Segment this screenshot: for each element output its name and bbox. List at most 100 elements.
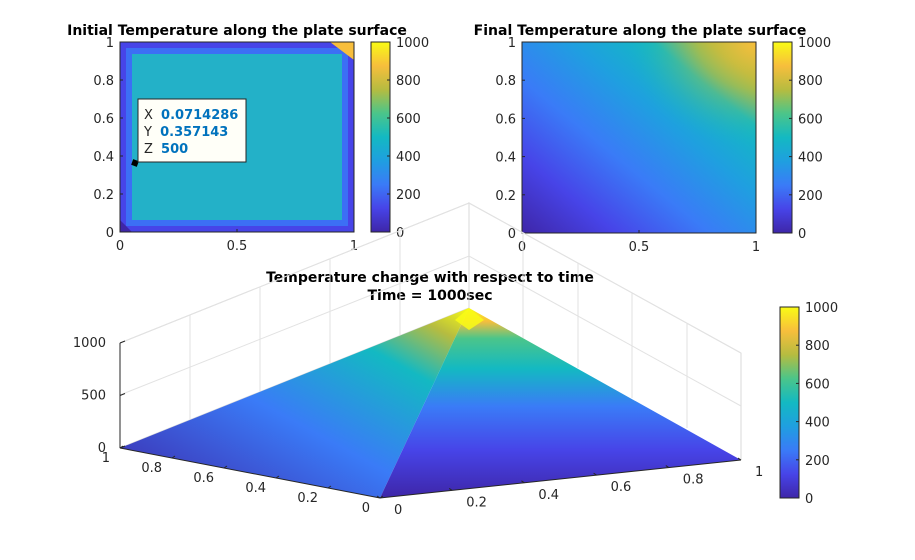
colorbar-tick-label: 800: [396, 74, 421, 89]
colorbar-tick-label: 600: [798, 112, 823, 127]
final-plot-title: Final Temperature along the plate surfac…: [474, 23, 807, 39]
y-tick-mark: [379, 495, 384, 499]
y-tick-label: 1: [106, 36, 114, 51]
surface-y-axis: 0 0.2 0.4 0.6 0.8 1: [102, 445, 384, 516]
z-tick-label: 0: [98, 441, 106, 456]
x-tick-label: 1: [755, 465, 763, 480]
colorbar-tick-label: 400: [798, 151, 823, 166]
x-tick-label: 0.4: [538, 488, 559, 503]
y-tick-mark: [119, 445, 124, 449]
surface-title-line2: Time = 1000sec: [367, 288, 492, 304]
grid-z-500: [119, 255, 742, 407]
final-y-axis: 0 0.2 0.4 0.6 0.8 1: [495, 36, 525, 242]
surface-z-axis: 0 500 1000: [73, 336, 126, 456]
datatip-x-row: X 0.0714286: [144, 108, 238, 123]
surface-plot: Temperature change with respect to time …: [73, 202, 838, 518]
surface-x-axis: 0 0.2 0.4 0.6 0.8 1: [376, 457, 763, 518]
y-tick-label: 0.6: [495, 112, 516, 127]
grid-z-1000: [119, 202, 742, 354]
x-tick-label: 0: [394, 503, 402, 518]
y-tick-label: 0.2: [297, 491, 318, 506]
colorbar-tick-label: 0: [798, 227, 806, 242]
z-tick-mark: [119, 340, 126, 344]
surface-left-face: [120, 308, 469, 498]
colorbar-tick-label: 400: [396, 150, 421, 165]
x-tick-label: 0.8: [683, 473, 704, 488]
y-tick-label: 0: [508, 227, 516, 242]
colorbar-tick-label: 1000: [798, 36, 831, 51]
surface-colorbar-ticks: 0 200 400 600 800 1000: [796, 301, 838, 507]
x-tick-mark: [376, 495, 381, 499]
surface-title-line1: Temperature change with respect to time: [266, 270, 594, 286]
initial-colorbar: [370, 41, 391, 233]
surface-colorbar: [779, 306, 800, 499]
y-tick-mark: [327, 485, 332, 489]
datatip[interactable]: X 0.0714286 Y 0.357143 Z 500: [131, 98, 247, 167]
y-tick-label: 0.4: [495, 151, 516, 166]
initial-plot-title: Initial Temperature along the plate surf…: [67, 23, 407, 39]
x-tick-label: 1: [752, 240, 760, 255]
y-tick-label: 0.2: [495, 189, 516, 204]
colorbar-tick-label: 0: [805, 492, 813, 507]
x-tick-mark: [665, 465, 670, 469]
final-heatmap[interactable]: [522, 42, 756, 233]
temperature-surface[interactable]: [120, 308, 741, 498]
y-tick-label: 0.4: [93, 150, 114, 165]
x-tick-mark: [521, 480, 525, 484]
colorbar-tick-label: 1000: [805, 301, 838, 316]
y-tick-mark: [223, 465, 228, 469]
colorbar-tick-label: 200: [805, 454, 830, 469]
y-tick-label: 0.8: [141, 461, 162, 476]
x-tick-mark: [593, 472, 597, 476]
surface-right-face: [380, 308, 741, 498]
x-tick-mark: [448, 487, 453, 491]
final-hot-region: [522, 42, 756, 233]
x-tick-label: 0.5: [629, 240, 650, 255]
datatip-box: [137, 98, 247, 163]
y-tick-label: 0.8: [93, 74, 114, 89]
y-tick-label: 0: [362, 501, 370, 516]
y-tick-label: 0.2: [93, 188, 114, 203]
y-tick-label: 1: [102, 451, 110, 466]
colorbar-tick-label: 1000: [396, 36, 429, 51]
x-tick-mark: [737, 457, 742, 461]
surface-peak: [455, 308, 484, 330]
colorbar-tick-label: 600: [805, 377, 830, 392]
initial-temperature-plot: Initial Temperature along the plate surf…: [67, 23, 429, 254]
y-tick-label: 0.4: [245, 481, 266, 496]
initial-cold-corner: [120, 220, 132, 232]
colorbar-tick-label: 400: [805, 416, 830, 431]
x-tick-label: 0: [116, 239, 124, 254]
y-tick-label: 0: [106, 226, 114, 241]
y-tick-label: 0.6: [93, 112, 114, 127]
colorbar-tick-label: 800: [798, 74, 823, 89]
final-x-axis: 0 0.5 1: [518, 230, 760, 255]
y-axis-line: [119, 447, 381, 499]
colorbar-tick-label: 600: [396, 112, 421, 127]
x-tick-label: 0: [518, 240, 526, 255]
y-tick-label: 0.6: [193, 471, 214, 486]
x-tick-label: 0.2: [466, 495, 487, 510]
y-tick-label: 1: [508, 36, 516, 51]
z-tick-label: 1000: [73, 336, 106, 351]
datatip-marker[interactable]: [131, 159, 139, 167]
x-axis-line: [379, 459, 742, 499]
z-tick-label: 500: [81, 389, 106, 404]
z-tick-mark: [119, 393, 126, 396]
x-tick-label: 0.5: [227, 239, 248, 254]
x-tick-label: 1: [350, 239, 358, 254]
final-colorbar-ticks: 0 200 400 600 800 1000: [789, 36, 831, 242]
datatip-z-row: Z 500: [144, 142, 188, 157]
colorbar-tick-label: 200: [798, 189, 823, 204]
x-tick-label: 0.6: [611, 480, 632, 495]
initial-hot-corner: [330, 42, 354, 60]
initial-x-axis: 0 0.5 1: [116, 229, 358, 254]
y-tick-label: 0.8: [495, 74, 516, 89]
colorbar-tick-label: 800: [805, 339, 830, 354]
initial-y-axis: 0 0.2 0.4 0.6 0.8 1: [93, 36, 123, 241]
colorbar-tick-label: 200: [396, 188, 421, 203]
final-colorbar: [772, 41, 793, 234]
datatip-y-row: Y 0.357143: [143, 125, 228, 140]
